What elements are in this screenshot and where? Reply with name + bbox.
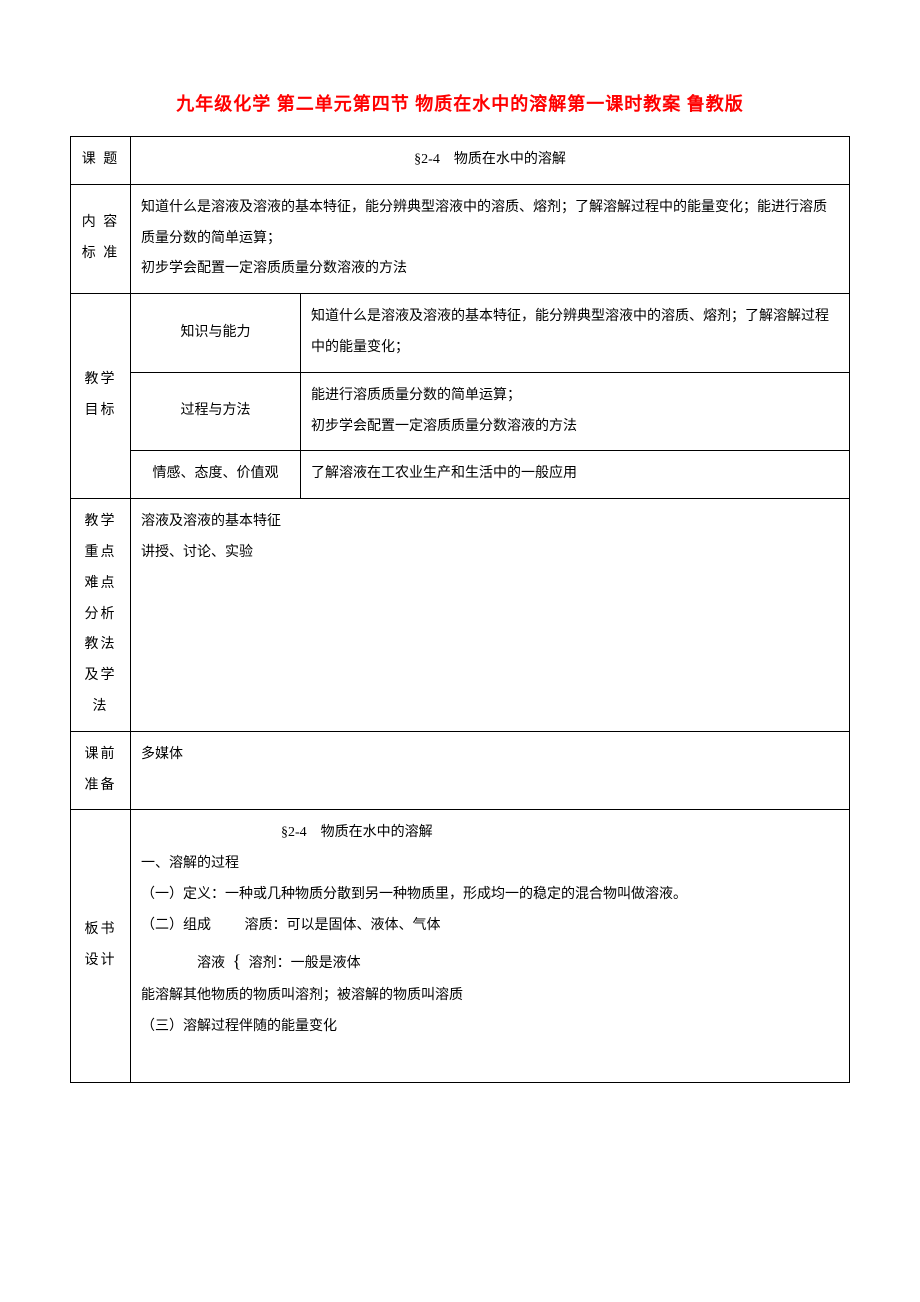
text-line: 一、溶解的过程 bbox=[141, 849, 839, 880]
table-row: 过程与方法 能进行溶质质量分数的简单运算； 初步学会配置一定溶质质量分数溶液的方… bbox=[71, 372, 850, 451]
table-row: 课前 准备 多媒体 bbox=[71, 731, 850, 810]
label-line: 课前 bbox=[81, 740, 120, 771]
label-line: 法 bbox=[81, 692, 120, 723]
preparation-label: 课前 准备 bbox=[71, 731, 131, 810]
text-line: 讲授、讨论、实验 bbox=[141, 538, 839, 569]
emotion-content: 了解溶液在工农业生产和生活中的一般应用 bbox=[301, 451, 850, 499]
process-content: 能进行溶质质量分数的简单运算； 初步学会配置一定溶质质量分数溶液的方法 bbox=[301, 372, 850, 451]
process-label: 过程与方法 bbox=[131, 372, 301, 451]
text-span: 溶质：可以是固体、液体、气体 bbox=[245, 918, 441, 933]
text-line: （三）溶解过程伴随的能量变化 bbox=[141, 1012, 839, 1043]
topic-label: 课 题 bbox=[71, 137, 131, 185]
text-line: 初步学会配置一定溶质质量分数溶液的方法 bbox=[141, 254, 839, 285]
table-row: 教学 重点 难点 分析 教法 及学 法 溶液及溶液的基本特征 讲授、讨论、实验 bbox=[71, 499, 850, 732]
label-line: 内 容 bbox=[81, 208, 120, 239]
text-line: 知道什么是溶液及溶液的基本特征，能分辨典型溶液中的溶质、熔剂；了解溶解过程中的能… bbox=[141, 193, 839, 255]
difficulty-content: 溶液及溶液的基本特征 讲授、讨论、实验 bbox=[131, 499, 850, 732]
page-title: 九年级化学 第二单元第四节 物质在水中的溶解第一课时教案 鲁教版 bbox=[70, 90, 850, 116]
label-line: 设计 bbox=[81, 946, 120, 977]
text-line: 溶液 { 溶剂：一般是液体 bbox=[141, 942, 839, 982]
lesson-plan-table: 课 题 §2-4 物质在水中的溶解 内 容 标 准 知道什么是溶液及溶液的基本特… bbox=[70, 136, 850, 1083]
label-line: 分析 bbox=[81, 600, 120, 631]
content-standard-content: 知道什么是溶液及溶液的基本特征，能分辨典型溶液中的溶质、熔剂；了解溶解过程中的能… bbox=[131, 184, 850, 293]
table-row: 内 容 标 准 知道什么是溶液及溶液的基本特征，能分辨典型溶液中的溶质、熔剂；了… bbox=[71, 184, 850, 293]
label-line: 板书 bbox=[81, 915, 120, 946]
knowledge-label: 知识与能力 bbox=[131, 294, 301, 373]
label-line: 重点 bbox=[81, 538, 120, 569]
label-line: 教法 bbox=[81, 630, 120, 661]
board-heading: §2-4 物质在水中的溶解 bbox=[141, 818, 839, 849]
label-line: 标 准 bbox=[81, 239, 120, 270]
board-design-content: §2-4 物质在水中的溶解 一、溶解的过程 （一）定义：一种或几种物质分散到另一… bbox=[131, 810, 850, 1082]
label-line: 准备 bbox=[81, 771, 120, 802]
text-span: （二）组成 bbox=[141, 918, 211, 933]
emotion-label: 情感、态度、价值观 bbox=[131, 451, 301, 499]
text-line: 初步学会配置一定溶质质量分数溶液的方法 bbox=[311, 412, 839, 443]
preparation-content: 多媒体 bbox=[131, 731, 850, 810]
content-standard-label: 内 容 标 准 bbox=[71, 184, 131, 293]
label-line: 目标 bbox=[81, 396, 120, 427]
board-design-label: 板书 设计 bbox=[71, 810, 131, 1082]
label-line: 及学 bbox=[81, 661, 120, 692]
text-line: 能进行溶质质量分数的简单运算； bbox=[311, 381, 839, 412]
text-span: 溶液 bbox=[197, 956, 225, 971]
knowledge-content: 知道什么是溶液及溶液的基本特征，能分辨典型溶液中的溶质、熔剂；了解溶解过程中的能… bbox=[301, 294, 850, 373]
teaching-goals-label: 教学 目标 bbox=[71, 294, 131, 499]
table-row: 课 题 §2-4 物质在水中的溶解 bbox=[71, 137, 850, 185]
text-line bbox=[141, 1043, 839, 1074]
text-line: 能溶解其他物质的物质叫溶剂；被溶解的物质叫溶质 bbox=[141, 981, 839, 1012]
text-span: 溶剂：一般是液体 bbox=[249, 956, 361, 971]
label-line: 教学 bbox=[81, 507, 120, 538]
topic-content: §2-4 物质在水中的溶解 bbox=[131, 137, 850, 185]
bracket-icon: { bbox=[233, 951, 242, 971]
table-row: 教学 目标 知识与能力 知道什么是溶液及溶液的基本特征，能分辨典型溶液中的溶质、… bbox=[71, 294, 850, 373]
text-line: 溶液及溶液的基本特征 bbox=[141, 507, 839, 538]
label-line: 教学 bbox=[81, 365, 120, 396]
difficulty-label: 教学 重点 难点 分析 教法 及学 法 bbox=[71, 499, 131, 732]
table-row: 情感、态度、价值观 了解溶液在工农业生产和生活中的一般应用 bbox=[71, 451, 850, 499]
label-line: 难点 bbox=[81, 569, 120, 600]
text-line: （二）组成 溶质：可以是固体、液体、气体 bbox=[141, 911, 839, 942]
text-line: （一）定义：一种或几种物质分散到另一种物质里，形成均一的稳定的混合物叫做溶液。 bbox=[141, 880, 839, 911]
table-row: 板书 设计 §2-4 物质在水中的溶解 一、溶解的过程 （一）定义：一种或几种物… bbox=[71, 810, 850, 1082]
